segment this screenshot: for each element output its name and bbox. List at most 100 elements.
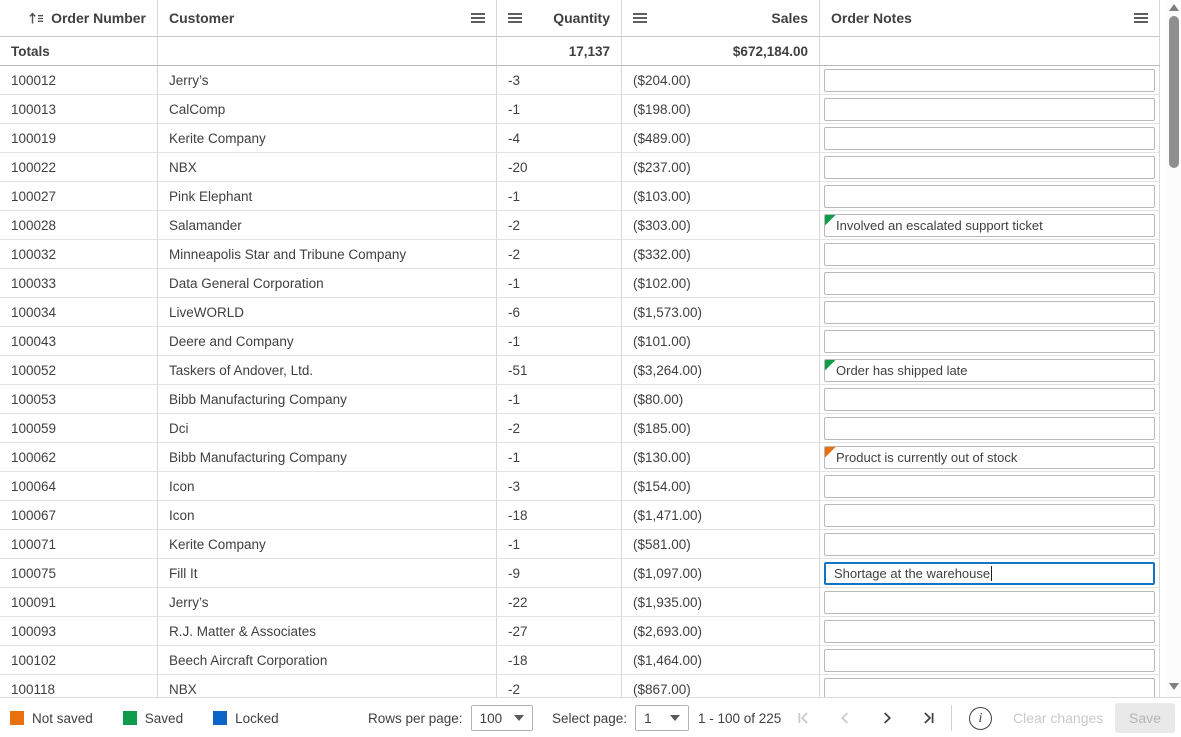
cell-order-number[interactable]: 100093 xyxy=(0,617,158,646)
select-page-select[interactable]: 1 xyxy=(635,705,690,731)
cell-order-number[interactable]: 100019 xyxy=(0,124,158,153)
cell-quantity[interactable]: -1 xyxy=(497,530,622,559)
note-input[interactable]: Product is currently out of stock xyxy=(824,445,1155,469)
cell-quantity[interactable]: -2 xyxy=(497,675,622,697)
note-input[interactable] xyxy=(824,97,1155,121)
cell-sales[interactable]: ($3,264.00) xyxy=(622,356,820,385)
cell-quantity[interactable]: -4 xyxy=(497,124,622,153)
cell-order-number[interactable]: 100091 xyxy=(0,588,158,617)
column-menu-icon[interactable] xyxy=(1134,12,1148,24)
cell-customer[interactable]: Salamander xyxy=(158,211,497,240)
cell-sales[interactable]: ($2,693.00) xyxy=(622,617,820,646)
scrollbar-thumb[interactable] xyxy=(1169,16,1179,168)
column-menu-icon[interactable] xyxy=(633,12,647,24)
cell-order-number[interactable]: 100052 xyxy=(0,356,158,385)
cell-order-number[interactable]: 100059 xyxy=(0,414,158,443)
note-input[interactable] xyxy=(824,677,1155,697)
last-page-button[interactable] xyxy=(912,704,946,732)
cell-quantity[interactable]: -18 xyxy=(497,646,622,675)
cell-customer[interactable]: Kerite Company xyxy=(158,530,497,559)
cell-order-number[interactable]: 100012 xyxy=(0,66,158,95)
note-input[interactable]: Involved an escalated support ticket xyxy=(824,213,1155,237)
cell-customer[interactable]: R.J. Matter & Associates xyxy=(158,617,497,646)
cell-order-number[interactable]: 100071 xyxy=(0,530,158,559)
cell-customer[interactable]: Bibb Manufacturing Company xyxy=(158,385,497,414)
cell-sales[interactable]: ($1,471.00) xyxy=(622,501,820,530)
cell-sales[interactable]: ($1,464.00) xyxy=(622,646,820,675)
cell-customer[interactable]: Minneapolis Star and Tribune Company xyxy=(158,240,497,269)
cell-order-number[interactable]: 100062 xyxy=(0,443,158,472)
note-input[interactable] xyxy=(824,242,1155,266)
cell-customer[interactable]: Icon xyxy=(158,472,497,501)
cell-quantity[interactable]: -51 xyxy=(497,356,622,385)
cell-sales[interactable]: ($867.00) xyxy=(622,675,820,697)
cell-quantity[interactable]: -18 xyxy=(497,501,622,530)
cell-customer[interactable]: Beech Aircraft Corporation xyxy=(158,646,497,675)
cell-sales[interactable]: ($154.00) xyxy=(622,472,820,501)
cell-quantity[interactable]: -3 xyxy=(497,472,622,501)
note-input[interactable] xyxy=(824,68,1155,92)
cell-customer[interactable]: CalComp xyxy=(158,95,497,124)
column-header-order-number[interactable]: Order Number xyxy=(0,0,158,36)
prev-page-button[interactable] xyxy=(828,704,862,732)
note-input[interactable] xyxy=(824,329,1155,353)
cell-quantity[interactable]: -1 xyxy=(497,95,622,124)
note-input[interactable] xyxy=(824,474,1155,498)
cell-order-number[interactable]: 100043 xyxy=(0,327,158,356)
note-input[interactable] xyxy=(824,271,1155,295)
cell-quantity[interactable]: -1 xyxy=(497,327,622,356)
cell-quantity[interactable]: -22 xyxy=(497,588,622,617)
column-header-order-notes[interactable]: Order Notes xyxy=(820,0,1160,36)
note-input[interactable] xyxy=(824,126,1155,150)
scroll-up-arrow-icon[interactable] xyxy=(1169,4,1179,12)
rows-per-page-select[interactable]: 100 xyxy=(470,705,533,731)
cell-customer[interactable]: Jerry’s xyxy=(158,66,497,95)
column-menu-icon[interactable] xyxy=(508,12,522,24)
note-input[interactable] xyxy=(824,184,1155,208)
first-page-button[interactable] xyxy=(786,704,820,732)
cell-quantity[interactable]: -2 xyxy=(497,414,622,443)
cell-sales[interactable]: ($101.00) xyxy=(622,327,820,356)
cell-customer[interactable]: Fill It xyxy=(158,559,497,588)
note-input[interactable] xyxy=(824,619,1155,643)
cell-quantity[interactable]: -3 xyxy=(497,66,622,95)
cell-order-number[interactable]: 100027 xyxy=(0,182,158,211)
sort-ascending-icon[interactable] xyxy=(28,11,45,25)
cell-sales[interactable]: ($1,573.00) xyxy=(622,298,820,327)
cell-order-number[interactable]: 100064 xyxy=(0,472,158,501)
cell-sales[interactable]: ($237.00) xyxy=(622,153,820,182)
cell-customer[interactable]: Pink Elephant xyxy=(158,182,497,211)
cell-customer[interactable]: Icon xyxy=(158,501,497,530)
cell-quantity[interactable]: -1 xyxy=(497,182,622,211)
note-input[interactable] xyxy=(824,155,1155,179)
cell-order-number[interactable]: 100013 xyxy=(0,95,158,124)
cell-order-number[interactable]: 100102 xyxy=(0,646,158,675)
note-input[interactable] xyxy=(824,416,1155,440)
cell-sales[interactable]: ($102.00) xyxy=(622,269,820,298)
cell-sales[interactable]: ($130.00) xyxy=(622,443,820,472)
save-button[interactable]: Save xyxy=(1115,703,1175,733)
cell-order-number[interactable]: 100022 xyxy=(0,153,158,182)
cell-customer[interactable]: Kerite Company xyxy=(158,124,497,153)
vertical-scrollbar[interactable] xyxy=(1167,0,1181,697)
cell-quantity[interactable]: -1 xyxy=(497,443,622,472)
note-input[interactable] xyxy=(824,648,1155,672)
cell-order-number[interactable]: 100075 xyxy=(0,559,158,588)
cell-order-number[interactable]: 100053 xyxy=(0,385,158,414)
cell-sales[interactable]: ($1,097.00) xyxy=(622,559,820,588)
cell-quantity[interactable]: -2 xyxy=(497,211,622,240)
cell-quantity[interactable]: -9 xyxy=(497,559,622,588)
cell-customer[interactable]: NBX xyxy=(158,675,497,697)
cell-sales[interactable]: ($303.00) xyxy=(622,211,820,240)
cell-sales[interactable]: ($1,935.00) xyxy=(622,588,820,617)
note-input[interactable] xyxy=(824,503,1155,527)
cell-order-number[interactable]: 100028 xyxy=(0,211,158,240)
cell-sales[interactable]: ($489.00) xyxy=(622,124,820,153)
cell-order-number[interactable]: 100032 xyxy=(0,240,158,269)
note-input[interactable] xyxy=(824,387,1155,411)
cell-quantity[interactable]: -1 xyxy=(497,269,622,298)
cell-sales[interactable]: ($581.00) xyxy=(622,530,820,559)
cell-customer[interactable]: Deere and Company xyxy=(158,327,497,356)
note-input[interactable]: Shortage at the warehouse xyxy=(824,561,1155,585)
cell-sales[interactable]: ($80.00) xyxy=(622,385,820,414)
